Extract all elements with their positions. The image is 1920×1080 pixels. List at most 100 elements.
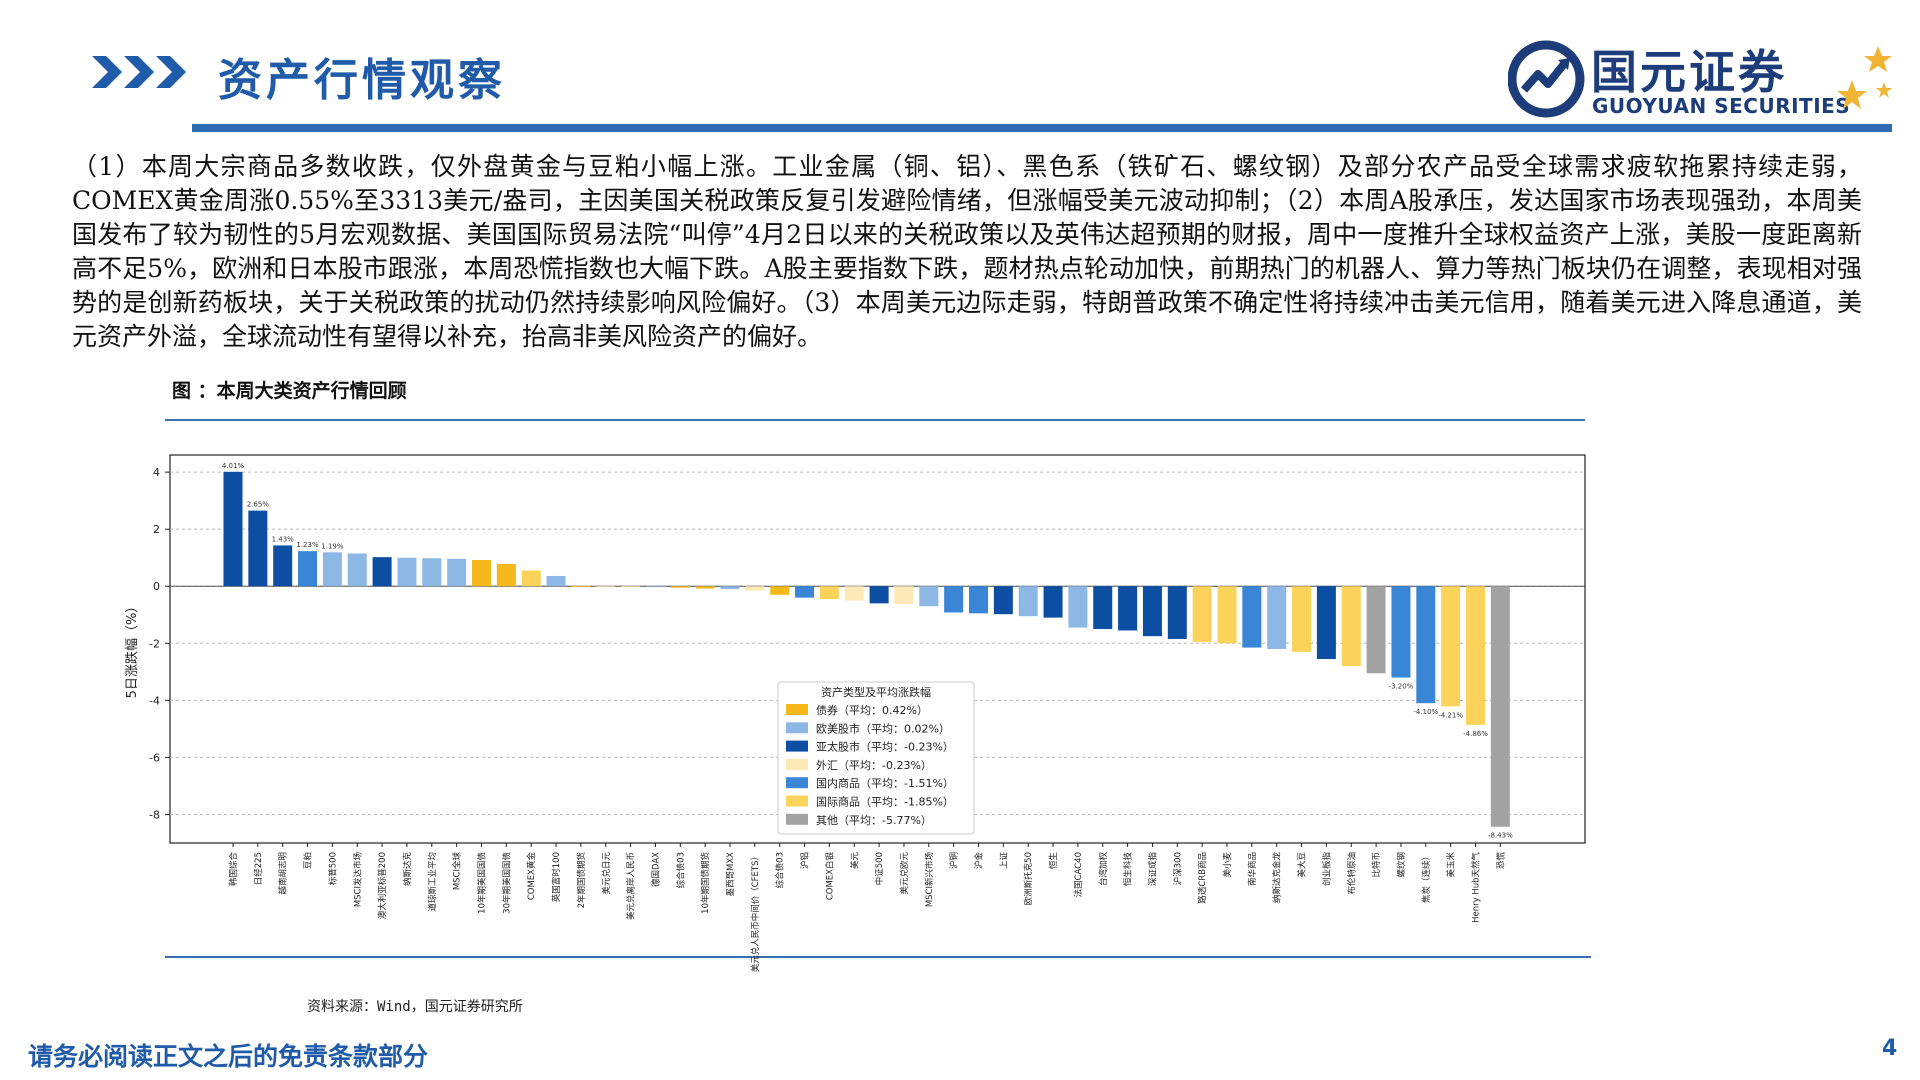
x-tick-label: 美玉米 <box>1446 852 1457 878</box>
x-tick-label: 恐慌 <box>1495 852 1506 870</box>
x-tick-label: 美元兑人民币中间价（CFETS） <box>750 852 761 972</box>
x-tick-label: 沪铜 <box>949 852 960 869</box>
x-tick-label: 10年期美国国债 <box>477 852 488 914</box>
data-label: -4.21% <box>1438 711 1463 719</box>
bar <box>223 471 243 587</box>
bar <box>1391 586 1411 678</box>
bar <box>869 586 889 604</box>
bar <box>397 557 417 587</box>
bar <box>795 586 815 598</box>
x-tick-label: 法国CAC40 <box>1073 852 1084 897</box>
bar <box>1292 586 1312 652</box>
bar <box>919 586 939 607</box>
y-tick-label: 0 <box>153 580 160 593</box>
x-tick-label: MSCI新兴市场 <box>924 852 935 907</box>
x-tick-label: 标普500 <box>327 852 338 885</box>
bar <box>571 585 591 587</box>
page-title: 资产行情观察 <box>218 55 506 106</box>
figure-bottom-rule <box>165 956 1591 958</box>
data-label: 1.19% <box>321 542 344 550</box>
data-label: -4.10% <box>1413 708 1438 716</box>
bar <box>1167 586 1187 640</box>
data-label: 2.65% <box>247 501 270 509</box>
page-number: 4 <box>1882 1036 1898 1061</box>
bar <box>1118 586 1138 631</box>
x-tick-label: 英国富时100 <box>551 852 562 902</box>
bar <box>645 586 665 588</box>
x-tick-label: 墨西哥MXX <box>726 852 736 897</box>
y-tick-label: 4 <box>153 466 160 479</box>
x-tick-label: 美元 <box>849 852 860 870</box>
bar <box>969 586 988 614</box>
market-summary-text: （1）本周大宗商品多数收跌，仅外盘黄金与豆粕小幅上涨。工业金属（铜、铝）、黑色系… <box>72 152 1862 351</box>
legend-title: 资产类型及平均涨跌幅 <box>821 685 931 699</box>
x-tick-label: COMEX白银 <box>824 852 835 901</box>
bar <box>372 557 392 587</box>
x-tick-label: 综合债03 <box>775 852 786 888</box>
x-tick-label: 南华商品 <box>1247 852 1258 886</box>
x-tick-label: 美小麦 <box>1222 852 1233 878</box>
x-tick-label: 道琼斯工业平均 <box>427 852 438 912</box>
legend-label: 欧美股市（平均：0.02%） <box>816 721 950 735</box>
header-divider <box>192 124 1892 132</box>
bar <box>298 551 318 587</box>
company-logo: 国元证券 GUOYUAN SECURITIES <box>1508 36 1900 126</box>
x-tick-label: 中证500 <box>874 852 885 885</box>
header-chevrons <box>92 56 186 88</box>
bar <box>1316 586 1336 659</box>
x-tick-label: COMEX黄金 <box>526 852 537 901</box>
x-tick-label: MSCI发达市场 <box>352 852 363 907</box>
x-tick-label: 路透CRB商品 <box>1197 852 1208 904</box>
bar <box>273 545 293 587</box>
logo-stars-icon <box>1837 46 1892 109</box>
bar <box>496 563 516 587</box>
logo-text-en: GUOYUAN SECURITIES <box>1592 94 1851 118</box>
bar <box>745 586 765 591</box>
x-tick-label: 台湾加权 <box>1098 852 1109 887</box>
legend-label: 债券（平均：0.42%） <box>816 703 928 717</box>
bar <box>1043 586 1063 618</box>
figure-caption: 图 ：本周大类资产行情回顾 <box>172 380 407 402</box>
bar <box>1466 586 1485 725</box>
x-tick-label: 30年期美国国债 <box>501 852 512 914</box>
x-tick-label: 螺纹钢 <box>1396 852 1407 878</box>
bar <box>1068 586 1088 628</box>
x-tick-label: 德国DAX <box>650 852 661 887</box>
legend-swatch <box>786 813 808 825</box>
logo-text-cn: 国元证券 <box>1591 45 1787 99</box>
bar <box>447 558 467 587</box>
bar <box>670 586 690 588</box>
x-tick-label: 沪深300 <box>1172 852 1183 885</box>
x-tick-label: 纳斯达克 <box>402 852 413 887</box>
x-tick-label: 2年期国债期货 <box>576 852 587 909</box>
y-tick-label: -6 <box>149 751 160 764</box>
legend-swatch <box>786 795 808 807</box>
bar <box>322 552 342 587</box>
x-tick-label: 美元兑离岸人民币 <box>626 852 637 920</box>
bar <box>347 553 367 587</box>
x-tick-label: 豆粕 <box>303 852 314 869</box>
x-tick-label: Henry Hub天然气 <box>1471 852 1482 923</box>
bar <box>993 586 1013 615</box>
legend-swatch <box>786 740 808 752</box>
y-tick-label: -2 <box>149 637 160 650</box>
x-tick-label: 纳斯达克金龙 <box>1272 852 1283 904</box>
data-label: 1.23% <box>296 541 319 549</box>
disclaimer-text: 请务必阅读正文之后的免责条款部分 <box>28 1042 429 1071</box>
bar <box>596 586 616 588</box>
y-axis-label: 5日涨跌幅（%） <box>124 600 140 699</box>
bar <box>695 586 715 589</box>
legend-swatch <box>786 704 808 715</box>
x-tick-label: 欧洲斯托克50 <box>1023 852 1034 905</box>
legend-swatch <box>786 722 808 734</box>
x-tick-label: 美大豆 <box>1297 852 1308 878</box>
bar <box>720 586 740 590</box>
x-tick-label: 沪金 <box>974 852 985 870</box>
bar <box>894 586 914 604</box>
legend-label: 外汇（平均：-0.23%） <box>816 759 932 772</box>
legend-swatch <box>786 777 808 789</box>
logo-emblem-icon <box>1508 40 1585 118</box>
x-tick-label: 上证 <box>999 852 1009 870</box>
data-label: 1.43% <box>272 535 295 543</box>
